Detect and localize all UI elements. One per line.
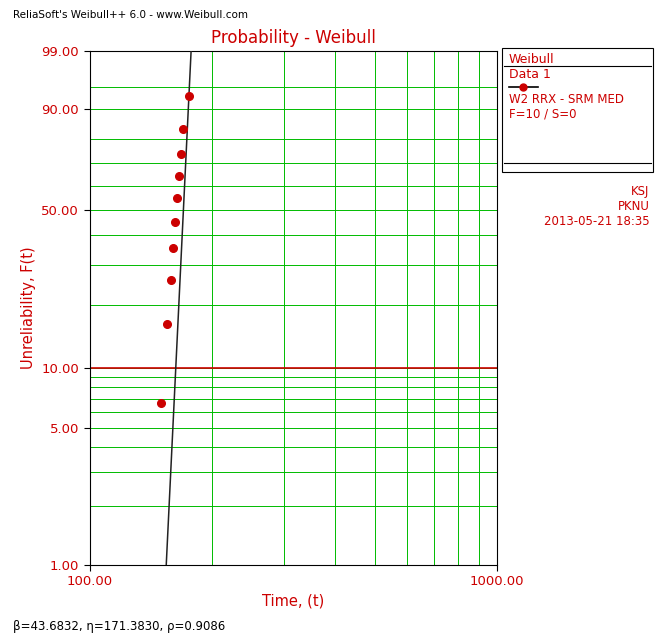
Text: ReliaSoft's Weibull++ 6.0 - www.Weibull.com: ReliaSoft's Weibull++ 6.0 - www.Weibull.… [13, 10, 248, 20]
Text: β=43.6832, η=171.3830, ρ=0.9086: β=43.6832, η=171.3830, ρ=0.9086 [13, 620, 225, 633]
Text: F=10 / S=0: F=10 / S=0 [509, 108, 576, 121]
Y-axis label: Unreliability, F(t): Unreliability, F(t) [21, 246, 36, 369]
Text: Data 1: Data 1 [509, 68, 550, 81]
X-axis label: Time, (t): Time, (t) [263, 593, 324, 609]
Text: Weibull: Weibull [509, 53, 554, 66]
Title: Probability - Weibull: Probability - Weibull [211, 29, 376, 47]
Text: KSJ
PKNU
2013-05-21 18:35: KSJ PKNU 2013-05-21 18:35 [544, 185, 650, 228]
Text: W2 RRX - SRM MED: W2 RRX - SRM MED [509, 93, 623, 106]
